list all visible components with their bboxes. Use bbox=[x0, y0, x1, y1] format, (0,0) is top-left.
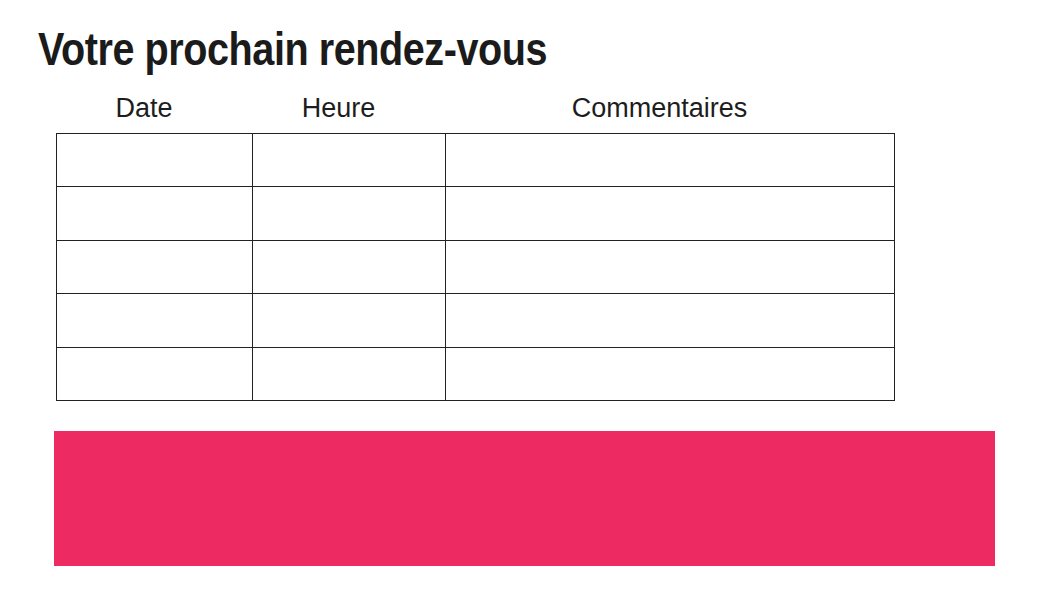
column-header-date: Date bbox=[46, 94, 242, 123]
column-header-heure: Heure bbox=[242, 94, 435, 123]
table-header-row: Date Heure Commentaires bbox=[46, 94, 895, 123]
table-cell bbox=[253, 294, 446, 347]
page-title: Votre prochain rendez-vous bbox=[38, 26, 630, 72]
table-cell bbox=[57, 134, 253, 187]
page-title-text: Votre prochain rendez-vous bbox=[38, 26, 547, 72]
table-cell bbox=[57, 241, 253, 294]
appointment-table: Date Heure Commentaires bbox=[56, 94, 895, 401]
column-header-commentaires: Commentaires bbox=[435, 94, 884, 123]
table-cell bbox=[446, 187, 895, 240]
table-cell bbox=[57, 294, 253, 347]
table-cell bbox=[446, 294, 895, 347]
table-cell bbox=[253, 241, 446, 294]
table-cell bbox=[253, 134, 446, 187]
table-cell bbox=[253, 187, 446, 240]
table-cell bbox=[446, 134, 895, 187]
table-cell bbox=[57, 187, 253, 240]
page: Votre prochain rendez-vous Date Heure Co… bbox=[0, 0, 1050, 600]
table-body bbox=[56, 133, 895, 401]
table-cell bbox=[253, 348, 446, 401]
accent-banner bbox=[54, 431, 995, 566]
table-cell bbox=[446, 241, 895, 294]
table-cell bbox=[57, 348, 253, 401]
table-cell bbox=[446, 348, 895, 401]
